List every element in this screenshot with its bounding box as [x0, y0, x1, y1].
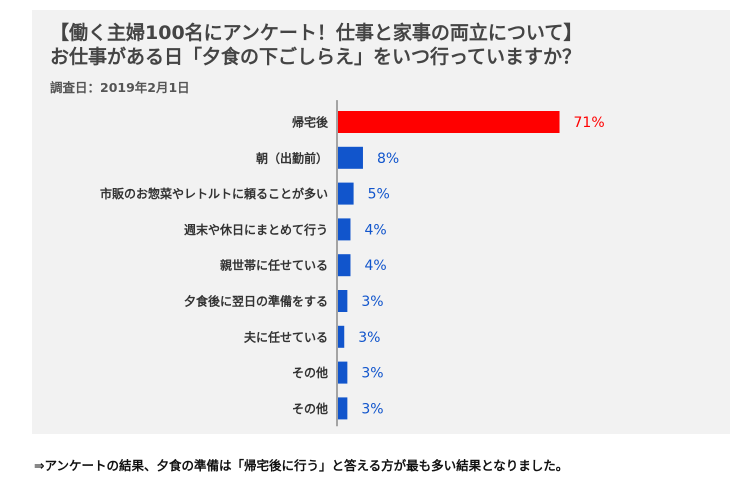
bar	[338, 290, 348, 312]
bar	[338, 218, 351, 241]
value-label: 3%	[361, 401, 383, 417]
value-label: 3%	[358, 330, 380, 346]
bar-chart: 帰宅後 71% 朝（出勤前） 8% 市販のお惣菜やレトルトに頼ることが多い 5% 週末や休日…	[100, 100, 605, 427]
value-label: 3%	[361, 294, 383, 310]
value-label: 4%	[364, 258, 386, 274]
value-label: 5%	[368, 187, 390, 203]
category-label: 週末や休日にまとめて行う	[184, 222, 328, 237]
bar	[338, 111, 560, 133]
category-label: 夕食後に翌日の準備をする	[184, 294, 328, 309]
category-label: 市販のお惣菜やレトルトに頼ることが多い	[100, 186, 328, 201]
bar	[338, 146, 363, 169]
category-label: その他	[292, 365, 328, 380]
bar	[338, 325, 345, 348]
value-label: 8%	[377, 151, 399, 167]
value-label: 4%	[364, 222, 386, 238]
bar	[338, 182, 354, 205]
category-label: その他	[292, 401, 328, 416]
bar	[338, 361, 348, 384]
bar	[338, 254, 351, 277]
value-label: 71%	[574, 115, 605, 131]
chart-title-line-2: お仕事がある日「夕食の下ごしらえ」をいつ行っていますか？	[50, 46, 582, 68]
category-label: 帰宅後	[292, 115, 329, 130]
survey-date: 調査日：2019年2月1日	[50, 80, 190, 95]
chart-panel: 【働く主婦100名にアンケート！仕事と家事の両立について】 お仕事がある日「夕食…	[32, 10, 730, 434]
result-caption: ⇒アンケートの結果、夕食の準備は「帰宅後に行う」と答える方が最も多い結果となりま…	[34, 458, 569, 473]
value-label: 3%	[361, 366, 383, 382]
category-label: 親世帯に任せている	[220, 258, 328, 273]
bar	[338, 397, 348, 420]
category-label: 朝（出勤前）	[256, 150, 328, 165]
chart-title-line-1: 【働く主婦100名にアンケート！仕事と家事の両立について】	[50, 22, 583, 44]
category-label: 夫に任せている	[243, 329, 328, 344]
